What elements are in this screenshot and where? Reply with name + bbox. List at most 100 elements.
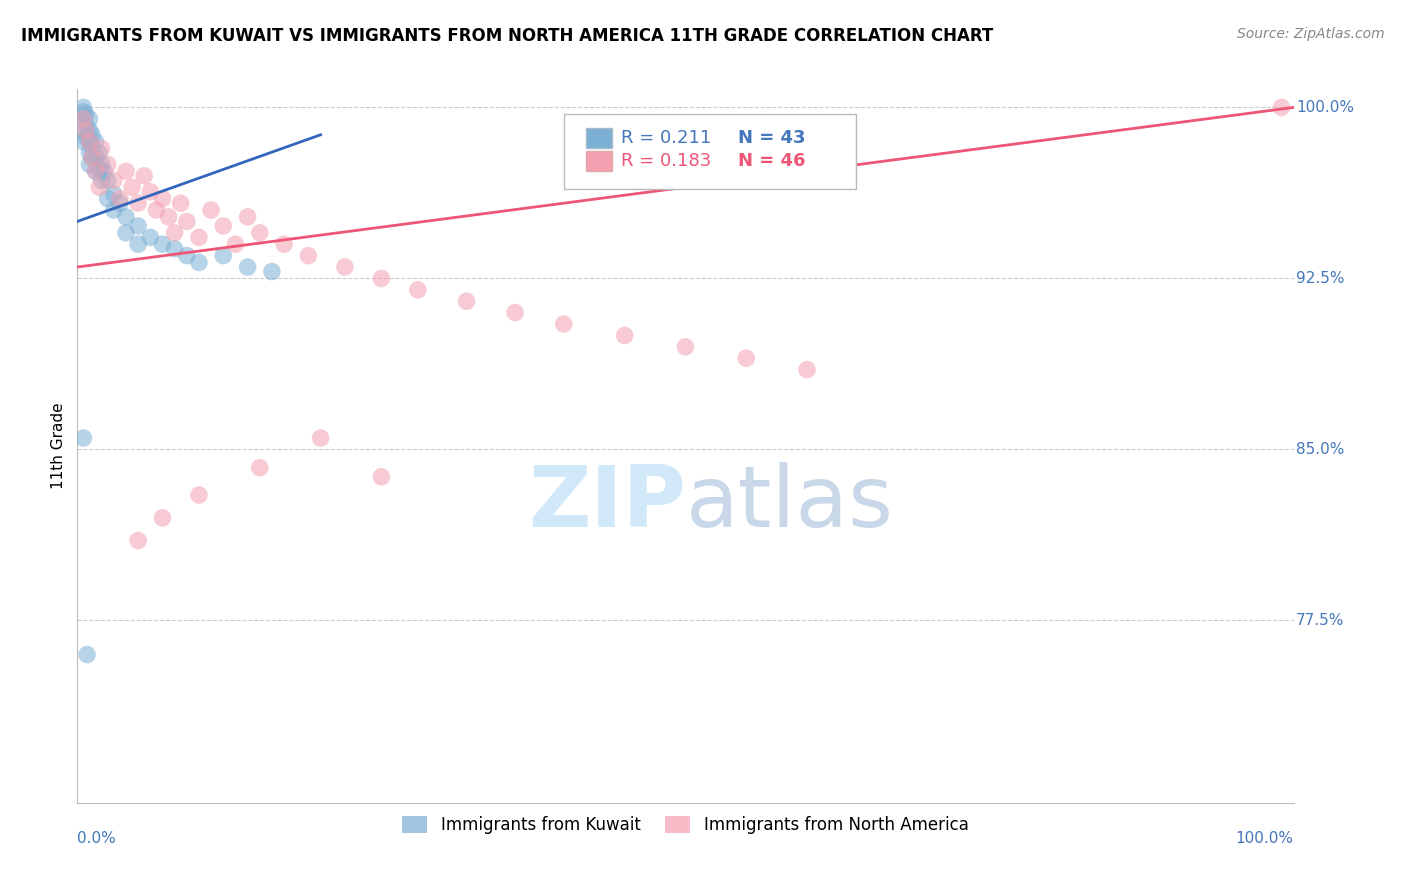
Point [72,135,94,149]
Point [163,242,186,256]
Text: R = 0.183: R = 0.183 [621,153,711,170]
Point [84,164,107,178]
Point [188,230,211,244]
Point [152,511,174,525]
Point [188,488,211,502]
Point [370,470,392,484]
Point [97,173,120,187]
Text: 100.0%: 100.0% [1236,831,1294,847]
Point [260,264,283,278]
Point [675,340,697,354]
Point [134,169,156,183]
Text: N = 43: N = 43 [738,129,806,147]
Point [103,173,125,187]
Point [127,196,149,211]
Text: Source: ZipAtlas.com: Source: ZipAtlas.com [1237,27,1385,41]
Point [80,139,103,153]
Point [406,283,429,297]
Point [139,185,162,199]
Point [90,157,112,171]
Text: 85.0%: 85.0% [1296,442,1344,457]
Point [139,230,162,244]
Point [79,157,101,171]
Point [89,146,111,161]
Point [90,141,112,155]
Point [84,164,107,178]
Point [236,260,259,274]
Point [152,192,174,206]
Point [103,202,125,217]
Text: R = 0.211: R = 0.211 [621,129,711,147]
Point [297,249,319,263]
Point [72,105,94,120]
Point [456,294,478,309]
Point [103,187,125,202]
Point [75,123,97,137]
Point [503,305,526,319]
Point [176,249,198,263]
Point [796,362,818,376]
Point [108,192,131,206]
Text: N = 46: N = 46 [738,153,806,170]
Point [72,112,94,126]
Point [176,214,198,228]
Point [80,128,103,142]
Point [84,151,107,165]
Point [80,151,103,165]
Point [72,431,94,445]
Point [145,202,167,217]
Point [249,226,271,240]
Text: 92.5%: 92.5% [1296,271,1344,286]
Point [79,135,101,149]
Point [236,210,259,224]
Point [333,260,356,274]
Point [152,237,174,252]
Point [370,271,392,285]
FancyBboxPatch shape [586,128,613,148]
Point [97,192,120,206]
Point [163,226,186,240]
Point [200,202,222,217]
Point [127,533,149,548]
Point [115,226,138,240]
Point [249,460,271,475]
Point [212,219,235,233]
Point [90,173,112,187]
Point [89,180,111,194]
Point [75,119,97,133]
Point [72,123,94,137]
Point [72,112,94,126]
Point [79,123,101,137]
Point [75,130,97,145]
Point [1270,100,1292,114]
Point [157,210,180,224]
Point [84,135,107,149]
Point [80,151,103,165]
Point [170,196,193,211]
Point [76,648,98,662]
Point [224,237,246,252]
Text: IMMIGRANTS FROM KUWAIT VS IMMIGRANTS FROM NORTH AMERICA 11TH GRADE CORRELATION C: IMMIGRANTS FROM KUWAIT VS IMMIGRANTS FRO… [21,27,994,45]
Point [553,317,575,331]
Point [735,351,758,366]
Point [79,112,101,126]
Point [212,249,235,263]
Point [108,196,131,211]
Point [79,135,101,149]
Point [97,157,120,171]
Point [127,237,149,252]
Point [115,164,138,178]
Legend: Immigrants from Kuwait, Immigrants from North America: Immigrants from Kuwait, Immigrants from … [395,809,976,841]
Point [72,100,94,114]
Point [79,146,101,161]
Text: 77.5%: 77.5% [1296,613,1344,628]
Point [93,164,115,178]
Y-axis label: 11th Grade: 11th Grade [51,402,66,490]
Point [121,180,143,194]
Point [127,219,149,233]
FancyBboxPatch shape [564,114,856,189]
Point [309,431,332,445]
Point [75,107,97,121]
Text: 0.0%: 0.0% [77,831,117,847]
FancyBboxPatch shape [586,152,613,171]
